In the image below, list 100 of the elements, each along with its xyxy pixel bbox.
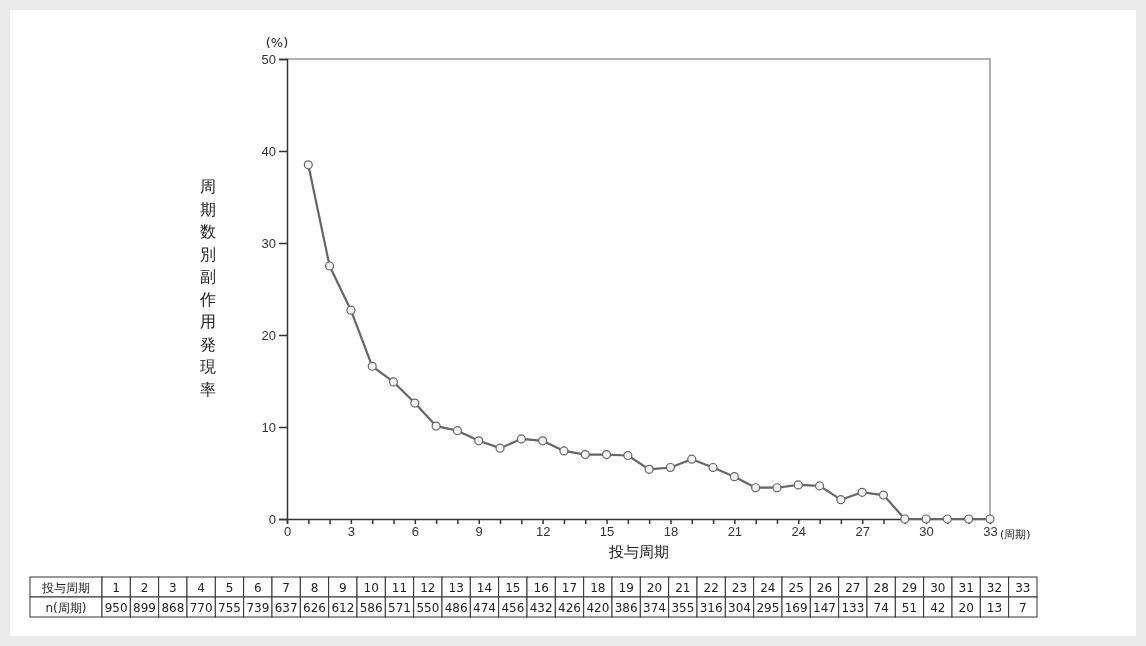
- point: [665, 462, 676, 473]
- text: 16: [533, 581, 549, 595]
- point: [325, 261, 335, 271]
- text: 474: [473, 601, 496, 615]
- text: (周期): [1000, 528, 1031, 541]
- y-tick-label: 0: [268, 511, 276, 527]
- x-axis-title: 投与周期: [607, 543, 669, 561]
- text: 626: [303, 601, 326, 615]
- point: [303, 160, 313, 170]
- text: 2: [140, 581, 149, 595]
- text: 74: [873, 601, 889, 615]
- point: [900, 514, 910, 524]
- x-tick-label: 0: [283, 524, 292, 540]
- text: 432: [529, 601, 553, 615]
- text: n(周期): [45, 601, 87, 615]
- point: [708, 462, 718, 473]
- text: 12: [420, 581, 436, 595]
- point: [836, 495, 846, 505]
- point: [814, 481, 825, 491]
- point: [772, 483, 782, 493]
- text: 550: [416, 601, 440, 615]
- text: 637: [274, 601, 298, 615]
- point: [516, 434, 526, 444]
- text: 13: [448, 581, 464, 595]
- x-tick-label: 18: [663, 524, 679, 540]
- text: 386: [614, 601, 638, 615]
- text: 51: [901, 601, 918, 615]
- point: [964, 514, 974, 524]
- text: 6: [254, 581, 262, 595]
- text: 投与周期: [41, 581, 90, 595]
- text: 31: [958, 581, 974, 595]
- x-tick-label: 12: [535, 524, 551, 540]
- point: [623, 450, 633, 461]
- point: [878, 490, 889, 500]
- text: 5: [225, 581, 234, 595]
- point: [346, 305, 356, 315]
- text: 25: [788, 581, 804, 595]
- y-tick-label: 30: [261, 235, 276, 251]
- text: 27: [845, 581, 861, 595]
- text: 29: [901, 581, 918, 595]
- text: 456: [501, 601, 525, 615]
- text: 15: [505, 581, 521, 595]
- text: 24: [760, 581, 776, 595]
- text: 355: [671, 601, 695, 615]
- text: 7: [282, 581, 290, 595]
- point: [687, 454, 697, 464]
- text: 147: [813, 601, 836, 615]
- text: 295: [756, 601, 780, 615]
- x-tick-label: 9: [475, 524, 483, 540]
- text: 23: [731, 581, 748, 595]
- text: 10: [363, 581, 379, 595]
- point: [452, 426, 463, 436]
- text: 20: [646, 581, 663, 595]
- text: 571: [388, 601, 411, 615]
- text: 899: [133, 601, 156, 615]
- point: [942, 514, 952, 524]
- point: [431, 421, 441, 431]
- text: 42: [930, 601, 946, 615]
- text: 28: [873, 581, 889, 595]
- x-tick-label: 24: [791, 524, 807, 540]
- text: 612: [331, 601, 355, 615]
- text: 755: [218, 601, 241, 615]
- y-tick-label: 50: [261, 51, 276, 67]
- x-tick-label: 30: [919, 524, 934, 540]
- point: [474, 436, 484, 446]
- point: [367, 361, 377, 371]
- text: 7: [1019, 601, 1027, 615]
- text: 20: [958, 601, 974, 615]
- y-tick-label: 10: [261, 419, 276, 435]
- text: 17: [561, 581, 578, 595]
- point: [857, 487, 867, 497]
- x-tick-label: 3: [347, 524, 356, 540]
- x-tick-label: 15: [599, 524, 615, 540]
- y-tick-label: 40: [261, 143, 276, 159]
- text: 11: [391, 581, 408, 595]
- text: 30: [930, 581, 946, 595]
- x-tick-label: 21: [727, 524, 743, 540]
- text: 486: [444, 601, 468, 615]
- text: 426: [558, 601, 581, 615]
- point: [729, 472, 739, 482]
- text: 8: [310, 581, 319, 595]
- text: 950: [104, 601, 128, 615]
- text: 316: [699, 601, 723, 615]
- x-tick-label: 6: [411, 524, 419, 540]
- text: 169: [784, 601, 808, 615]
- text: 374: [643, 601, 666, 615]
- point: [644, 464, 654, 474]
- text: 133: [841, 601, 865, 615]
- text: 4: [197, 581, 205, 595]
- point: [793, 480, 803, 490]
- point: [559, 446, 569, 456]
- text: 770: [189, 601, 213, 615]
- text: 32: [986, 581, 1003, 595]
- point: [495, 443, 505, 453]
- text: 22: [703, 581, 719, 595]
- text: 304: [728, 601, 751, 615]
- text: 3: [169, 581, 177, 595]
- y-tick-label: 20: [261, 327, 276, 343]
- text: 868: [161, 601, 185, 615]
- text: 420: [586, 601, 610, 615]
